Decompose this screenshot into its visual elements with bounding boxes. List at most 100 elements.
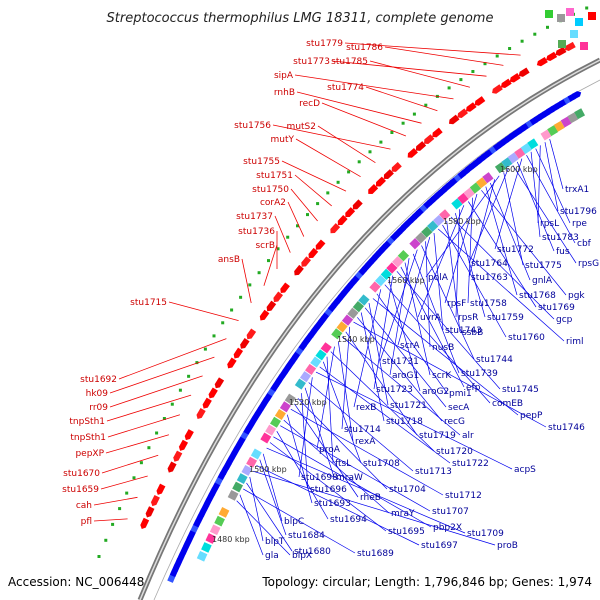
forward-gene-label: stu1758 — [470, 299, 507, 309]
reverse-gene-arrow — [173, 450, 183, 462]
leader-line — [468, 168, 509, 264]
forward-gene-label: stu1731 — [382, 357, 419, 367]
reverse-gene-label: stu1756 — [234, 121, 271, 131]
gc-marker — [520, 39, 524, 43]
tick-label: 1500 kbp — [249, 465, 287, 474]
forward-gene-label: pgk — [568, 291, 585, 301]
tick-label: 1560 kbp — [387, 276, 425, 285]
reverse-gene-label: hk09 — [86, 389, 109, 399]
reverse-gene-arrow — [415, 141, 427, 151]
reverse-gene-label: scrB — [255, 241, 275, 251]
reverse-gene-label: pfl — [81, 517, 92, 527]
forward-gene-label: blpX — [292, 551, 312, 561]
forward-gene-label: rexA — [355, 437, 376, 447]
leader-line — [372, 298, 519, 416]
reverse-gene-label: stu1715 — [130, 298, 167, 308]
reverse-gene-arrow — [202, 397, 212, 409]
reverse-gene-arrow — [330, 223, 341, 234]
forward-gene-label: riml — [566, 337, 583, 347]
forward-gene-label: proA — [319, 445, 341, 455]
leader-line — [331, 60, 487, 77]
reverse-gene-label: stu1755 — [243, 157, 280, 167]
summary-text: Topology: circular; Length: 1,796,846 bp… — [261, 575, 592, 589]
leader-line — [489, 182, 531, 281]
cog-block — [214, 515, 225, 527]
left-leader-lines — [93, 42, 521, 522]
gc-marker — [306, 213, 309, 217]
gc-marker — [286, 235, 290, 239]
forward-gene-label: stu1712 — [445, 491, 482, 501]
forward-gene-label: gnlA — [532, 276, 553, 286]
forward-gene-label: cbf — [577, 239, 592, 249]
leader-line — [241, 258, 252, 304]
leader-line — [93, 518, 128, 522]
gc-marker — [379, 140, 383, 144]
gc-marker — [221, 321, 225, 325]
reverse-gene-arrow — [337, 214, 348, 226]
cog-block — [433, 214, 445, 227]
reverse-gene-arrow — [432, 127, 443, 138]
gc-marker — [508, 47, 512, 50]
leader-line — [388, 280, 421, 392]
reverse-gene-label: stu1785 — [331, 57, 368, 67]
forward-gene-label: aroG2 — [422, 387, 449, 397]
forward-gene-label: rpsG — [578, 259, 599, 269]
reverse-gene-arrow — [227, 357, 237, 369]
cog-block — [250, 448, 262, 460]
cog-block — [269, 416, 282, 428]
cog-block — [501, 157, 513, 169]
forward-gene-label: stu1697 — [421, 541, 458, 551]
forward-gene-label: stu1760 — [508, 333, 545, 343]
leader-line — [249, 476, 264, 542]
leader-line — [353, 289, 382, 408]
cog-block — [409, 238, 421, 250]
forward-gene-label: rpsL — [540, 219, 559, 229]
forward-gene-label: secA — [448, 403, 470, 413]
leader-line — [549, 139, 564, 190]
gc-marker — [296, 224, 299, 228]
forward-gene-label: stu1689 — [357, 549, 394, 559]
forward-gene-label: nusB — [432, 343, 454, 353]
reverse-gene-label: stu1774 — [327, 83, 364, 93]
gc-marker — [347, 170, 351, 174]
reverse-gene-label: mutY — [271, 135, 295, 145]
cog-block — [494, 162, 507, 174]
cog-block — [341, 314, 354, 326]
reverse-gene-label: stu1750 — [252, 185, 289, 195]
reverse-gene-arrow — [383, 169, 394, 180]
cog-block — [567, 112, 579, 124]
cog-block — [336, 321, 348, 333]
forward-gene-label: pepP — [520, 411, 543, 421]
cog-block — [305, 363, 317, 375]
reverse-gene-arrow — [266, 300, 277, 312]
leader-line — [315, 371, 513, 470]
cog-block — [558, 40, 566, 48]
leader-line — [379, 249, 418, 362]
cog-block — [196, 551, 208, 562]
cog-block — [482, 172, 494, 184]
cog-block — [310, 356, 322, 368]
reverse-gene-label: sipA — [274, 71, 294, 81]
cog-block — [279, 401, 291, 413]
leader-line — [269, 442, 387, 532]
leader-line — [454, 213, 486, 318]
forward-gene-label: proB — [497, 541, 518, 551]
reverse-gene-label: stu1786 — [346, 43, 383, 53]
leader-line — [101, 454, 159, 474]
forward-gene-label: alr — [462, 431, 474, 441]
forward-gene-label: blpC — [284, 517, 304, 527]
cog-block — [547, 125, 559, 137]
forward-gene-label: stu1775 — [525, 261, 562, 271]
forward-gene-label: stu1744 — [476, 355, 513, 365]
forward-gene-label: stu1708 — [363, 459, 400, 469]
leader-line — [503, 172, 524, 266]
cog-block — [451, 198, 463, 210]
cog-block — [566, 8, 574, 16]
reverse-gene-arrow — [214, 377, 225, 389]
reverse-gene-arrow — [167, 461, 177, 473]
leader-line — [290, 408, 444, 496]
gc-marker — [412, 112, 416, 116]
leader-line — [308, 382, 414, 472]
leader-line — [400, 266, 465, 388]
